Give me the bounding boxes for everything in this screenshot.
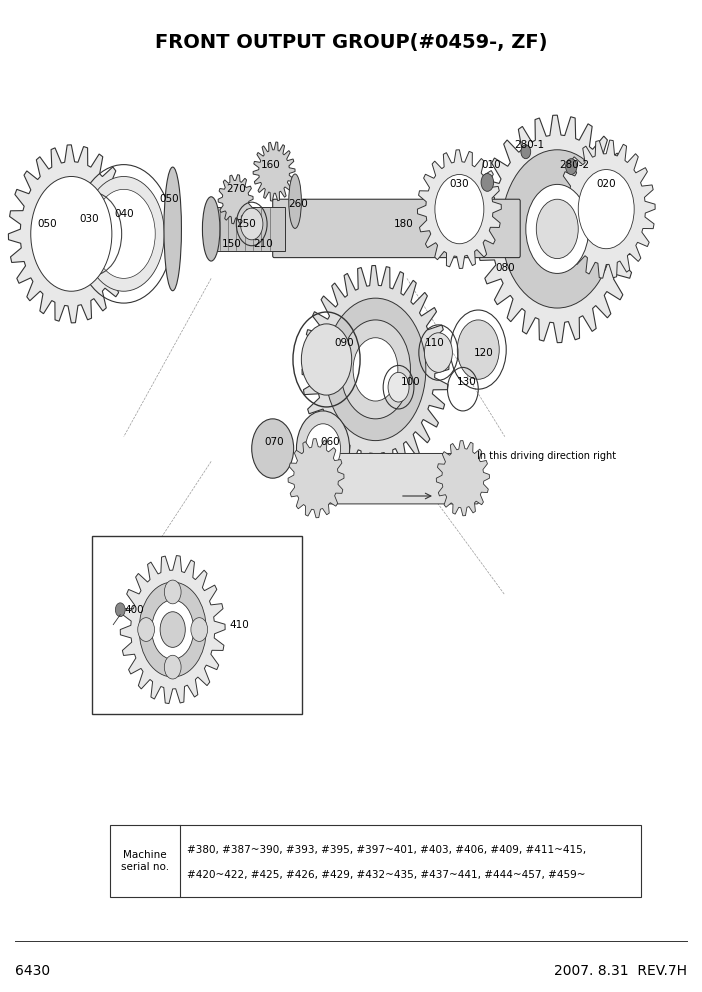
Text: Machine
serial no.: Machine serial no. (121, 850, 168, 872)
Bar (92, 536, 302, 713)
Polygon shape (120, 556, 225, 703)
Text: 050: 050 (37, 219, 57, 229)
Text: #380, #387~390, #393, #395, #397~401, #403, #406, #409, #411~415,: #380, #387~390, #393, #395, #397~401, #4… (187, 845, 585, 855)
Circle shape (481, 174, 494, 191)
Circle shape (252, 419, 293, 478)
Text: 050: 050 (159, 194, 179, 204)
Ellipse shape (202, 196, 220, 261)
Ellipse shape (164, 167, 181, 291)
Circle shape (526, 185, 589, 274)
Polygon shape (8, 145, 134, 322)
Text: 060: 060 (320, 436, 340, 446)
Circle shape (160, 612, 185, 648)
Circle shape (92, 189, 155, 279)
Text: 400: 400 (124, 605, 144, 615)
FancyBboxPatch shape (272, 199, 520, 258)
Circle shape (164, 580, 181, 604)
Circle shape (164, 656, 181, 679)
Text: 6430: 6430 (15, 964, 51, 978)
Circle shape (31, 177, 112, 292)
Circle shape (340, 319, 411, 419)
Circle shape (435, 175, 484, 244)
Polygon shape (253, 142, 295, 201)
Polygon shape (302, 266, 449, 473)
Text: 100: 100 (401, 377, 420, 387)
Text: 090: 090 (334, 337, 354, 347)
Text: 270: 270 (226, 185, 246, 194)
Text: 020: 020 (597, 180, 616, 189)
Circle shape (138, 618, 154, 642)
Polygon shape (418, 150, 501, 269)
Circle shape (388, 372, 409, 402)
Circle shape (115, 603, 125, 617)
Text: 280-2: 280-2 (559, 160, 590, 170)
Text: 070: 070 (264, 436, 284, 446)
Bar (110, 825, 641, 897)
Text: 040: 040 (114, 209, 133, 219)
Text: 2007. 8.31  REV.7H: 2007. 8.31 REV.7H (554, 964, 687, 978)
Polygon shape (288, 438, 344, 518)
Circle shape (566, 159, 577, 175)
Polygon shape (218, 175, 253, 224)
Text: 180: 180 (394, 219, 413, 229)
Text: 130: 130 (456, 377, 476, 387)
Circle shape (325, 299, 426, 440)
Text: 410: 410 (230, 620, 249, 630)
Text: 110: 110 (425, 337, 445, 347)
Polygon shape (437, 440, 489, 516)
Circle shape (457, 319, 499, 379)
Circle shape (241, 208, 263, 240)
Text: 120: 120 (474, 347, 494, 357)
Polygon shape (557, 140, 655, 278)
Circle shape (152, 600, 194, 660)
Text: 010: 010 (481, 160, 501, 170)
Text: FRONT OUTPUT GROUP(#0459-, ZF): FRONT OUTPUT GROUP(#0459-, ZF) (154, 34, 548, 53)
Circle shape (296, 411, 350, 486)
Circle shape (301, 323, 352, 395)
Polygon shape (477, 115, 637, 342)
Text: 080: 080 (495, 264, 515, 274)
Text: In this driving direction right: In this driving direction right (477, 451, 616, 461)
Circle shape (578, 170, 634, 249)
Circle shape (521, 145, 531, 159)
Text: 030: 030 (79, 214, 98, 224)
Text: 250: 250 (237, 219, 256, 229)
Circle shape (353, 337, 398, 401)
Text: 210: 210 (253, 239, 274, 249)
Text: 160: 160 (260, 160, 281, 170)
Text: #420~422, #425, #426, #429, #432~435, #437~441, #444~457, #459~: #420~422, #425, #426, #429, #432~435, #4… (187, 870, 585, 880)
Circle shape (425, 332, 452, 372)
Circle shape (84, 177, 164, 292)
Circle shape (191, 618, 208, 642)
Circle shape (139, 582, 206, 677)
Text: 030: 030 (449, 180, 469, 189)
Text: 150: 150 (223, 239, 242, 249)
Text: 280-1: 280-1 (515, 140, 544, 150)
Bar (208, 207, 284, 251)
Circle shape (536, 199, 578, 259)
Ellipse shape (289, 174, 301, 228)
FancyBboxPatch shape (307, 453, 479, 504)
Circle shape (501, 150, 614, 309)
Text: 260: 260 (289, 199, 308, 209)
Circle shape (305, 424, 340, 473)
